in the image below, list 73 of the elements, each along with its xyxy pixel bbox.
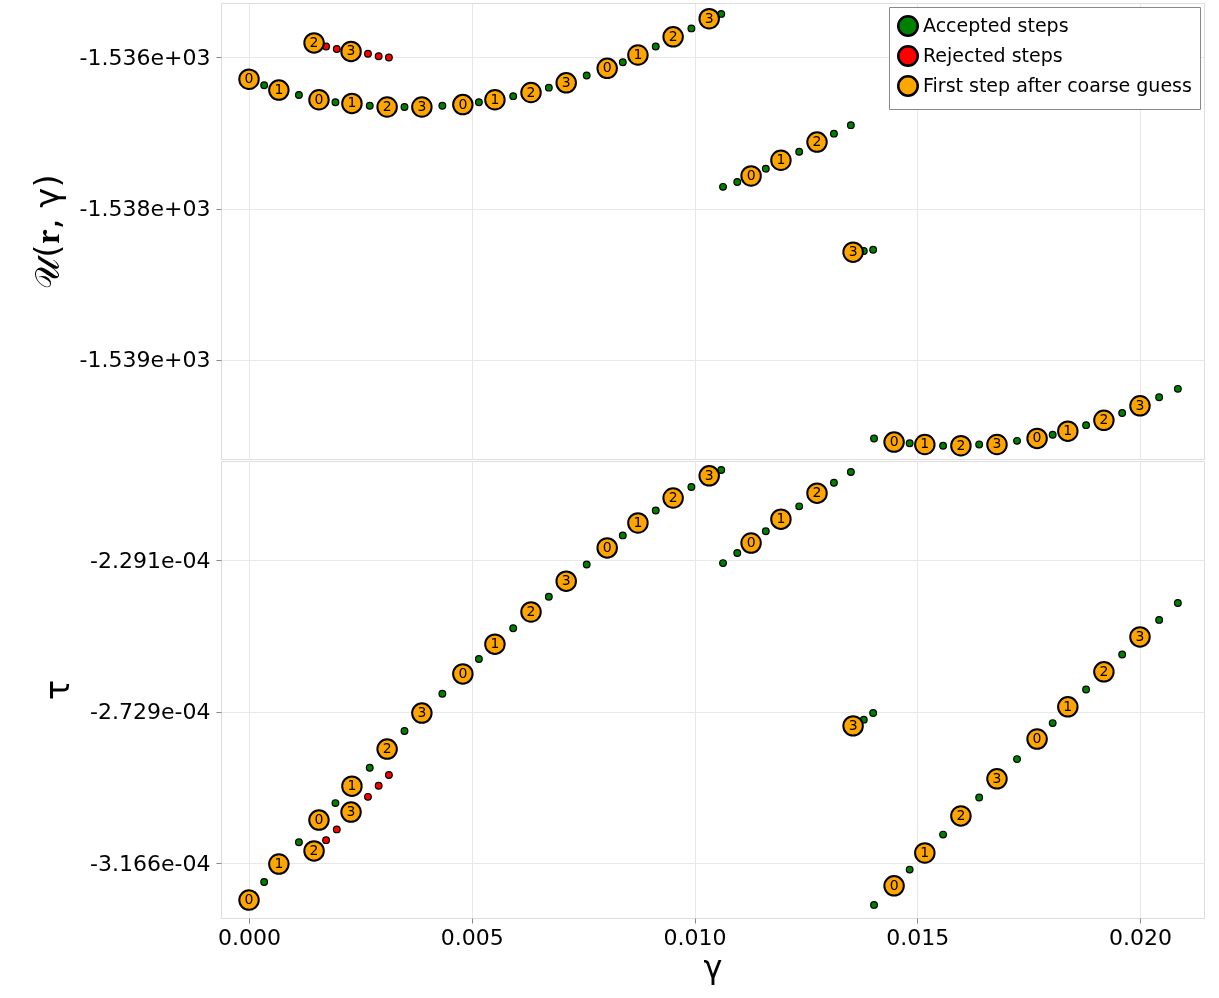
annotation: 3 <box>346 42 356 59</box>
annotation: 1 <box>776 151 786 168</box>
annotation: 1 <box>776 510 786 527</box>
y-axis-title: τ <box>37 679 78 701</box>
annotation: 1 <box>490 90 500 107</box>
annotation: 1 <box>490 635 500 652</box>
annotation: 2 <box>309 841 319 858</box>
annotation: 0 <box>1032 730 1042 747</box>
legend-label: Rejected steps <box>923 44 1063 66</box>
annotation: 0 <box>746 166 756 183</box>
annotation: 3 <box>417 704 427 721</box>
annotation: 2 <box>1099 662 1109 679</box>
annotation: 3 <box>561 73 571 90</box>
annotation: 3 <box>992 769 1002 786</box>
annotation: 0 <box>314 90 324 107</box>
annotation: 0 <box>244 70 254 87</box>
y-tick-label: -3.166e-04 <box>90 850 211 876</box>
annotation: 0 <box>746 534 756 551</box>
annotation: 3 <box>417 98 427 115</box>
annotation: 2 <box>309 33 319 50</box>
annotation: 1 <box>1063 697 1073 714</box>
y-tick-label: -2.729e-04 <box>90 699 211 725</box>
annotation: 3 <box>848 716 858 733</box>
x-axis-title: γ <box>703 947 723 986</box>
annotation: 0 <box>889 433 899 450</box>
annotation: 1 <box>274 81 284 98</box>
annotation: 3 <box>848 243 858 260</box>
annotation: 2 <box>812 133 822 150</box>
annotation: 0 <box>314 811 324 828</box>
legend-label: First step after coarse guess <box>923 74 1192 96</box>
annotation: 3 <box>992 435 1002 452</box>
annotation: 0 <box>458 664 468 681</box>
annotation: 2 <box>1099 411 1109 428</box>
annotation: 0 <box>889 876 899 893</box>
annotation: 1 <box>920 843 930 860</box>
annotation: 2 <box>668 27 678 44</box>
x-tick-label: 0.000 <box>218 924 282 950</box>
annotation: 0 <box>244 891 254 908</box>
annotation: 3 <box>561 572 571 589</box>
annotation: 2 <box>812 484 822 501</box>
annotation: 1 <box>347 94 357 111</box>
y-tick-label: -1.536e+03 <box>79 44 211 70</box>
y-tick-label: -1.539e+03 <box>79 347 211 373</box>
legend-label: Accepted steps <box>923 14 1069 36</box>
y-tick-label: -2.291e-04 <box>90 547 211 573</box>
annotation: 2 <box>382 740 392 757</box>
annotation: 0 <box>602 538 612 555</box>
annotation: 0 <box>602 59 612 76</box>
annotation: 2 <box>956 806 966 823</box>
annotation: 2 <box>526 602 536 619</box>
annotation: 2 <box>382 98 392 115</box>
annotation: 2 <box>668 489 678 506</box>
annotation: 1 <box>1063 422 1073 439</box>
annotation: 1 <box>633 513 643 530</box>
annotation: 1 <box>633 46 643 63</box>
annotation: 3 <box>1135 396 1145 413</box>
x-tick-label: 0.005 <box>440 924 504 950</box>
x-tick-label: 0.020 <box>1108 924 1172 950</box>
annotation: 3 <box>704 466 714 483</box>
annotation: 0 <box>1032 429 1042 446</box>
x-tick-label: 0.010 <box>663 924 727 950</box>
annotation: 1 <box>920 435 930 452</box>
annotation: 3 <box>704 9 714 26</box>
annotation: 3 <box>1135 627 1145 644</box>
y-axis-title: 𝒰(𝐫, γ) <box>26 174 67 289</box>
annotation: 0 <box>458 95 468 112</box>
x-tick-label: 0.015 <box>886 924 950 950</box>
annotation: 1 <box>274 855 284 872</box>
annotation: 2 <box>526 83 536 100</box>
annotation: 3 <box>346 803 356 820</box>
y-tick-label: -1.538e+03 <box>79 196 211 222</box>
annotation: 2 <box>956 436 966 453</box>
annotation: 1 <box>347 777 357 794</box>
